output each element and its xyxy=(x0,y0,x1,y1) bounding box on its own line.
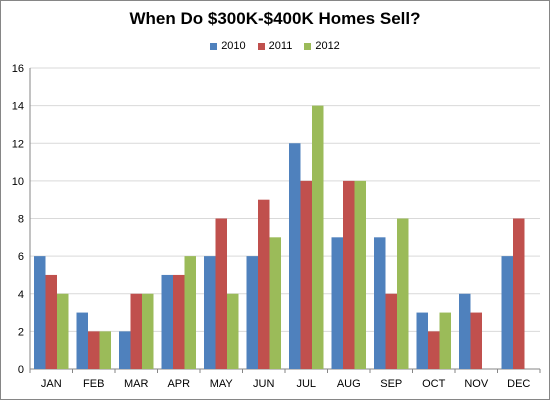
legend-entry-2011: 2011 xyxy=(257,40,293,52)
bar-2012-jan xyxy=(57,293,69,369)
bar-2010-dec xyxy=(501,256,513,369)
bar-2010-sep xyxy=(374,237,386,369)
bar-2011-feb xyxy=(88,331,100,369)
bar-2012-mar xyxy=(142,293,154,369)
legend-swatch-2012 xyxy=(304,42,312,50)
x-tick-label: MAY xyxy=(210,378,234,390)
bar-2011-jul xyxy=(300,180,312,369)
bar-2010-jul xyxy=(289,143,301,369)
bar-2012-jun xyxy=(269,237,281,369)
bar-2012-apr xyxy=(184,256,196,369)
y-tick-label: 16 xyxy=(12,63,24,75)
bar-2011-mar xyxy=(130,293,142,369)
bar-2011-nov xyxy=(470,312,482,369)
bar-2012-may xyxy=(227,293,239,369)
bar-2011-dec xyxy=(513,218,525,369)
bar-2012-aug xyxy=(354,180,366,369)
x-tick-label: SEP xyxy=(380,378,402,390)
bar-2012-sep xyxy=(397,218,409,369)
x-tick-label: NOV xyxy=(464,378,489,390)
bar-2010-jun xyxy=(246,256,258,369)
y-tick-label: 8 xyxy=(18,214,24,226)
x-tick-label: APR xyxy=(167,378,190,390)
bar-2011-jun xyxy=(258,199,270,369)
y-tick-label: 4 xyxy=(18,289,24,301)
bar-2011-sep xyxy=(385,293,397,369)
chart-title: When Do $300K-$400K Homes Sell? xyxy=(129,9,421,28)
y-tick-label: 6 xyxy=(18,251,24,263)
legend-swatch-2010 xyxy=(210,42,218,50)
legend-entry-2010: 2010 xyxy=(210,40,246,52)
y-tick-label: 2 xyxy=(18,326,24,338)
y-tick-label: 14 xyxy=(12,101,24,113)
bar-2011-jan xyxy=(45,274,57,369)
bar-2012-feb xyxy=(99,331,111,369)
bar-2010-aug xyxy=(331,237,343,369)
bar-2010-mar xyxy=(119,331,131,369)
x-tick-label: DEC xyxy=(507,378,530,390)
x-tick-label: JAN xyxy=(41,378,62,390)
legend-entry-2012: 2012 xyxy=(304,40,340,52)
bar-2012-oct xyxy=(439,312,451,369)
legend-label-2012: 2012 xyxy=(315,40,340,52)
bar-2011-may xyxy=(215,218,227,369)
bar-2011-oct xyxy=(428,331,440,369)
bar-2010-nov xyxy=(459,293,471,369)
bar-2010-jan xyxy=(34,256,46,369)
legend-swatch-2011 xyxy=(257,42,265,50)
x-tick-label: AUG xyxy=(337,378,361,390)
y-tick-label: 10 xyxy=(12,176,24,188)
y-tick-label: 12 xyxy=(12,138,24,150)
bar-2010-may xyxy=(204,256,216,369)
bar-2010-oct xyxy=(416,312,428,369)
legend-label-2010: 2010 xyxy=(221,40,246,52)
x-tick-label: JUL xyxy=(296,378,316,390)
x-tick-label: JUN xyxy=(253,378,274,390)
bar-2010-feb xyxy=(76,312,88,369)
x-tick-label: OCT xyxy=(422,378,446,390)
bar-2010-apr xyxy=(161,274,173,369)
x-tick-label: FEB xyxy=(83,378,104,390)
legend-label-2011: 2011 xyxy=(268,40,293,52)
legend: 2010 2011 2012 xyxy=(1,40,549,52)
bar-2012-jul xyxy=(312,105,324,369)
y-tick-label: 0 xyxy=(18,364,24,376)
bar-2011-apr xyxy=(173,274,185,369)
bar-2011-aug xyxy=(343,180,355,369)
x-tick-label: MAR xyxy=(124,378,149,390)
